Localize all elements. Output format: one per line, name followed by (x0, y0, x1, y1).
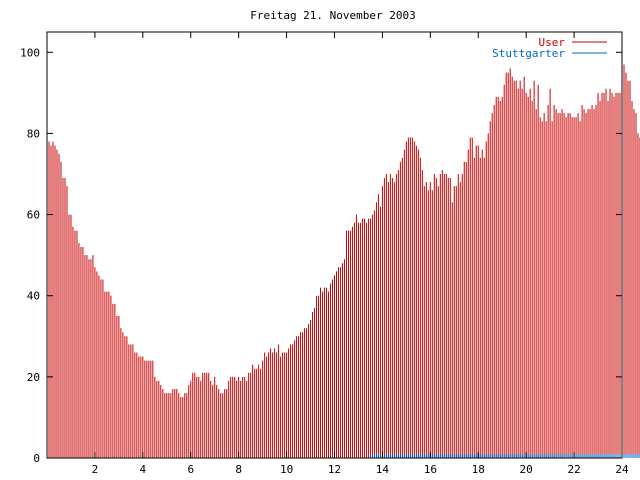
legend: User Stuttgarter (492, 36, 607, 60)
chart-title: Freitag 21. November 2003 (250, 9, 416, 22)
y-axis: 0 20 40 60 80 100 (20, 46, 622, 465)
x-tick-label: 6 (187, 463, 194, 476)
x-tick-label: 16 (424, 463, 437, 476)
y-tick-label: 60 (27, 209, 40, 222)
x-tick-label: 4 (140, 463, 147, 476)
legend-label-user: User (539, 36, 566, 49)
legend-entry-stuttgarter: Stuttgarter (492, 47, 607, 60)
stuttgarter-series-bars (369, 453, 640, 458)
x-tick-label: 8 (235, 463, 242, 476)
y-tick-label: 100 (20, 46, 40, 59)
legend-entry-user: User (539, 36, 607, 49)
x-tick-label: 2 (92, 463, 99, 476)
x-axis: 2 4 6 8 10 12 14 16 18 20 22 24 (92, 32, 629, 476)
y-tick-label: 80 (27, 127, 40, 140)
x-tick-label: 14 (376, 463, 390, 476)
x-tick-label: 12 (328, 463, 341, 476)
user-series-bars (46, 64, 640, 458)
y-tick-label: 40 (27, 290, 40, 303)
legend-label-stuttgarter: Stuttgarter (492, 47, 565, 60)
x-tick-label: 18 (472, 463, 485, 476)
x-tick-label: 22 (567, 463, 580, 476)
x-tick-label: 24 (615, 463, 629, 476)
x-tick-label: 10 (280, 463, 293, 476)
y-tick-label: 0 (33, 452, 40, 465)
x-tick-label: 20 (520, 463, 533, 476)
y-tick-label: 20 (27, 371, 40, 384)
